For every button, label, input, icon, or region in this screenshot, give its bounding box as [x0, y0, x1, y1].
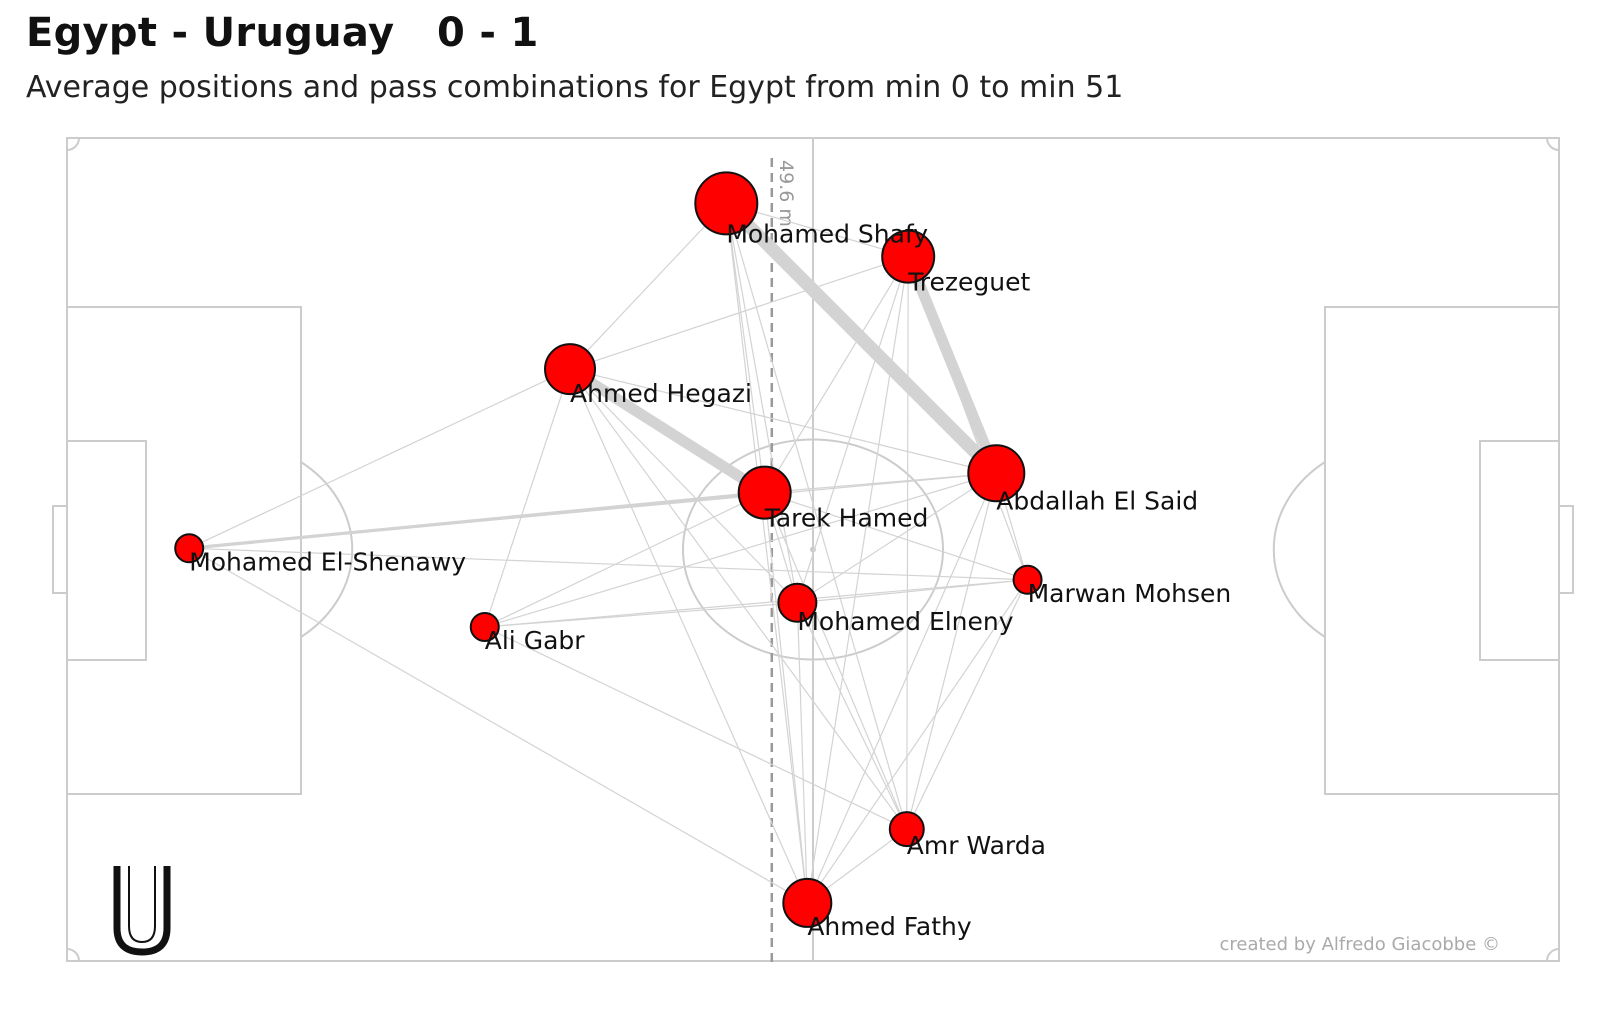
pass-edge-ali-gabr-to-abdallah-el-said: [484, 472, 997, 628]
pass-edge-trezeguet-to-ahmed-fathy: [806, 256, 909, 903]
player-node-ahmed-hegazi: [544, 343, 597, 396]
pass-edge-ahmed-hegazi-to-tarek-hamed: [567, 364, 768, 498]
player-label-mohamed-el-shenawy: Mohamed El-Shenawy: [189, 547, 466, 576]
pass-edge-trezeguet-to-marwan-mohsen: [907, 256, 1029, 580]
player-node-marwan-mohsen: [1012, 564, 1043, 595]
pass-edge-ali-gabr-to-marwan-mohsen: [484, 579, 1028, 628]
player-nodes: [174, 171, 1043, 928]
pass-edge-ahmed-hegazi-to-abdallah-el-said: [569, 368, 997, 474]
pass-edge-ahmed-hegazi-to-mohamed-elneny: [569, 368, 798, 604]
corner-arc-bottom-left: [66, 948, 80, 962]
pass-edge-mohamed-el-shenawy-to-abdallah-el-said: [189, 472, 997, 549]
pass-edge-trezeguet-to-abdallah-el-said: [903, 254, 1002, 476]
pitch-markings: [52, 137, 1574, 962]
left-goal-box: [66, 440, 147, 661]
corner-arc-top-left: [66, 137, 80, 151]
player-node-trezeguet: [881, 229, 936, 284]
player-label-mohamed-shafy: Mohamed Shafy: [726, 219, 928, 248]
pass-edge-mohamed-shafy-to-amr-warda: [725, 203, 908, 830]
pass-edge-ahmed-hegazi-to-mohamed-shafy: [569, 202, 727, 370]
pass-edge-tarek-hamed-to-trezeguet: [764, 256, 909, 493]
player-label-ahmed-hegazi: Ahmed Hegazi: [570, 379, 752, 408]
pass-edge-marwan-mohsen-to-ahmed-fathy: [806, 579, 1029, 904]
pass-edge-mohamed-el-shenawy-to-ahmed-hegazi: [188, 368, 571, 549]
pass-edge-tarek-hamed-to-marwan-mohsen: [764, 492, 1028, 581]
corner-arc-bottom-right: [1546, 948, 1560, 962]
right-penalty-box: [1324, 306, 1560, 795]
pass-edge-ahmed-hegazi-to-ahmed-fathy: [569, 368, 808, 904]
player-label-abdallah-el-said: Abdallah El Said: [996, 486, 1198, 515]
chart-title: Egypt - Uruguay 0 - 1: [26, 10, 539, 56]
pass-edge-tarek-hamed-to-ahmed-fathy: [764, 492, 808, 903]
player-label-tarek-hamed: Tarek Hamed: [764, 504, 929, 533]
player-label-ahmed-fathy: Ahmed Fathy: [807, 912, 972, 941]
average-line-label: 49.6 m: [775, 160, 797, 227]
center-circle: [682, 438, 944, 661]
pass-edge-mohamed-el-shenawy-to-marwan-mohsen: [189, 547, 1028, 581]
chart-subtitle: Average positions and pass combinations …: [26, 70, 1124, 105]
pass-edge-mohamed-shafy-to-ahmed-fathy: [725, 203, 808, 903]
player-node-abdallah-el-said: [967, 444, 1026, 503]
player-labels: Mohamed El-Shenawy Ali Gabr Ahmed Hegazi Ta…: [189, 219, 1231, 941]
player-node-mohamed-el-shenawy: [174, 533, 205, 564]
corner-arc-top-right: [1546, 137, 1560, 151]
player-label-marwan-mohsen: Marwan Mohsen: [1028, 579, 1232, 608]
pass-edge-tarek-hamed-to-amr-warda: [764, 492, 908, 830]
pass-edge-ali-gabr-to-tarek-hamed: [484, 492, 765, 628]
pass-edge-mohamed-shafy-to-abdallah-el-said: [721, 198, 1001, 478]
pass-edge-trezeguet-to-amr-warda: [906, 256, 909, 830]
player-node-ali-gabr: [469, 611, 500, 642]
pass-edge-mohamed-shafy-to-mohamed-elneny: [725, 203, 798, 603]
player-node-amr-warda: [888, 811, 925, 848]
pass-edges: [188, 198, 1029, 904]
pass-edge-mohamed-elneny-to-ahmed-fathy: [796, 602, 808, 903]
right-goal: [1558, 505, 1574, 594]
pass-edge-mohamed-elneny-to-amr-warda: [796, 602, 908, 830]
pass-edge-tarek-hamed-to-mohamed-shafy: [725, 203, 766, 493]
player-label-ali-gabr: Ali Gabr: [485, 626, 586, 655]
pass-edge-mohamed-elneny-to-marwan-mohsen: [797, 579, 1028, 604]
player-label-trezeguet: Trezeguet: [907, 268, 1030, 297]
right-penalty-arc: [1272, 461, 1326, 638]
pass-edge-ahmed-hegazi-to-amr-warda: [569, 368, 908, 830]
player-label-amr-warda: Amr Warda: [907, 831, 1046, 860]
player-node-mohamed-elneny: [777, 582, 818, 623]
average-line-group: 49.6 m: [770, 158, 797, 963]
pass-edge-abdallah-el-said-to-amr-warda: [906, 473, 997, 830]
pass-edge-ali-gabr-to-amr-warda: [484, 626, 908, 830]
player-node-mohamed-shafy: [694, 171, 759, 236]
pass-edge-tarek-hamed-to-abdallah-el-said: [764, 472, 997, 494]
pass-edge-marwan-mohsen-to-amr-warda: [906, 579, 1029, 830]
left-penalty-arc: [300, 461, 354, 638]
player-label-mohamed-elneny: Mohamed Elneny: [797, 607, 1013, 636]
left-goal: [52, 505, 68, 594]
credit-text: created by Alfredo Giacobbe ©: [1219, 934, 1500, 955]
pass-edge-mohamed-el-shenawy-to-ahmed-fathy: [188, 547, 808, 904]
right-goal-box: [1479, 440, 1560, 661]
player-node-ahmed-fathy: [782, 877, 833, 928]
player-node-tarek-hamed: [737, 465, 792, 520]
pass-edge-ali-gabr-to-ahmed-hegazi: [484, 368, 571, 628]
pass-edge-abdallah-el-said-to-mohamed-elneny: [797, 472, 997, 604]
logo-icon: [113, 866, 171, 956]
pass-edge-abdallah-el-said-to-ahmed-fathy: [806, 473, 997, 904]
pass-edge-trezeguet-to-mohamed-elneny: [796, 256, 909, 603]
